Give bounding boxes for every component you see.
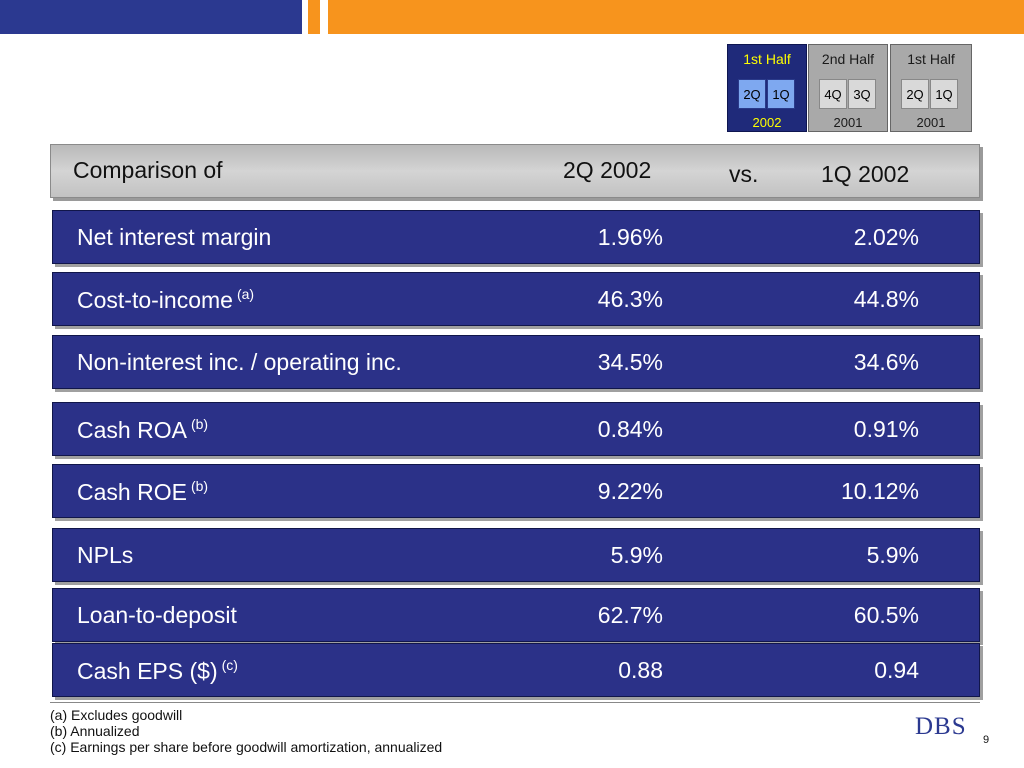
metric-previous-value: 2.02%	[853, 224, 919, 250]
metric-row-loan-to-deposit: Loan-to-deposit 62.7% 60.5%	[52, 588, 980, 642]
metric-current-value: 1.96%	[597, 224, 663, 250]
quarter-box: 4Q	[819, 79, 847, 109]
footnote-c: (c) Earnings per share before goodwill a…	[50, 739, 443, 755]
metric-row-cash-roe: Cash ROE (b) 9.22% 10.12%	[52, 464, 980, 518]
footnotes: (a) Excludes goodwill (b) Annualized (c)…	[50, 707, 442, 755]
metric-row-cash-roa: Cash ROA (b) 0.84% 0.91%	[52, 402, 980, 456]
metric-current-value: 62.7%	[597, 602, 663, 628]
metric-label: Non-interest inc. / operating inc.	[77, 349, 402, 375]
period-year: 2002	[752, 115, 782, 130]
top-orange-accent	[308, 0, 320, 34]
bottom-divider	[50, 702, 980, 703]
metric-current-value: 34.5%	[597, 349, 663, 375]
metric-previous-value: 60.5%	[853, 602, 919, 628]
metric-label: Cost-to-income (a)	[77, 286, 255, 313]
metric-current-value: 46.3%	[597, 286, 663, 312]
top-navy-bar	[0, 0, 302, 34]
period-header: 1st Half	[743, 51, 791, 67]
page-number: 9	[983, 734, 990, 746]
metric-row-non-interest-income: Non-interest inc. / operating inc. 34.5%…	[52, 335, 980, 389]
period-panel-2h-2001[interactable]: 2nd Half 4Q 3Q 2001	[808, 44, 888, 132]
metric-current-value: 0.84%	[597, 416, 663, 442]
quarter-box: 2Q	[738, 79, 766, 109]
metric-row-npls: NPLs 5.9% 5.9%	[52, 528, 980, 582]
metric-previous-value: 5.9%	[866, 542, 919, 568]
period-header: 1st Half	[907, 51, 955, 67]
metric-current-value: 9.22%	[597, 478, 663, 504]
metric-current-value: 5.9%	[610, 542, 663, 568]
period-panel-1h-2001[interactable]: 1st Half 2Q 1Q 2001	[890, 44, 972, 132]
metric-previous-value: 10.12%	[840, 478, 919, 504]
period-year: 2001	[833, 115, 863, 130]
quarter-box: 2Q	[901, 79, 929, 109]
period-header: 2nd Half	[821, 51, 875, 67]
footnote-ref: (c)	[221, 657, 238, 673]
metric-label: Cash ROE (b)	[77, 478, 209, 505]
footnote-b: (b) Annualized	[50, 723, 140, 739]
vs-label: vs.	[729, 161, 759, 187]
previous-period-heading: 1Q 2002	[821, 161, 910, 187]
period-panel-1h-2002[interactable]: 1st Half 2Q 1Q 2002	[727, 44, 807, 132]
metric-previous-value: 0.94	[874, 657, 919, 683]
top-orange-bar	[328, 0, 1024, 34]
metric-row-net-interest-margin: Net interest margin 1.96% 2.02%	[52, 210, 980, 264]
metric-row-cost-to-income: Cost-to-income (a) 46.3% 44.8%	[52, 272, 980, 326]
metric-previous-value: 0.91%	[853, 416, 919, 442]
metric-label: Cash ROA (b)	[77, 416, 209, 443]
metric-label: NPLs	[77, 542, 134, 568]
metric-row-cash-eps: Cash EPS ($) (c) 0.88 0.94	[52, 643, 980, 697]
quarter-box: 3Q	[848, 79, 876, 109]
metric-current-value: 0.88	[618, 657, 663, 683]
footnote-ref: (b)	[190, 416, 209, 432]
metric-previous-value: 44.8%	[853, 286, 919, 312]
footnote-ref: (a)	[236, 286, 255, 302]
dbs-logo: DBS	[915, 713, 967, 740]
metric-previous-value: 34.6%	[853, 349, 919, 375]
current-period-heading: 2Q 2002	[563, 157, 652, 183]
period-year: 2001	[916, 115, 946, 130]
footnote-ref: (b)	[190, 478, 209, 494]
metric-label: Cash EPS ($) (c)	[77, 657, 238, 684]
comparison-header: Comparison of 2Q 2002 vs. 1Q 2002	[50, 144, 980, 198]
footnote-a: (a) Excludes goodwill	[50, 707, 183, 723]
comparison-label: Comparison of	[73, 157, 223, 183]
metric-label: Loan-to-deposit	[77, 602, 237, 628]
quarter-box: 1Q	[767, 79, 795, 109]
metric-label: Net interest margin	[77, 224, 272, 250]
quarter-box: 1Q	[930, 79, 958, 109]
